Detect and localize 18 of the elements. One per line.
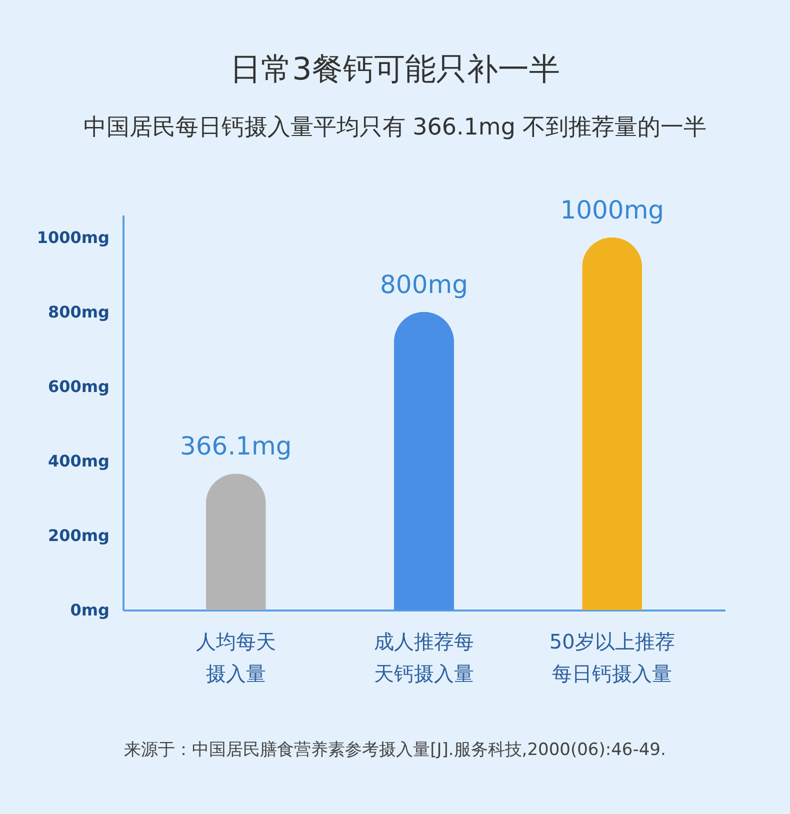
y-tick-label: 200mg <box>48 526 110 545</box>
bar <box>206 474 266 610</box>
y-tick-label: 1000mg <box>36 228 110 247</box>
y-tick-label: 800mg <box>48 302 110 322</box>
data-label: 366.1mg <box>180 432 292 461</box>
y-tick-label: 600mg <box>48 376 110 396</box>
x-tick-label: 人均每天摄入量 <box>196 630 276 686</box>
y-tick-label: 400mg <box>48 451 110 470</box>
x-tick-label: 成人推荐每天钙摄入量 <box>374 630 474 686</box>
data-label: 1000mg <box>560 195 664 224</box>
text: 来源于：中国居民膳食营养素参考摄入量[J].服务科技,2000(06):46-49. <box>124 740 666 760</box>
chart-title: 日常3餐钙可能只补一半 <box>230 51 560 88</box>
x-tick-label: 50岁以上推荐每日钙摄入量 <box>549 630 675 686</box>
y-tick-label: 0mg <box>70 600 110 620</box>
chart-subtitle: 中国居民每日钙摄入量平均只有 366.1mg 不到推荐量的一半 <box>83 114 707 140</box>
data-label: 800mg <box>380 270 468 299</box>
bar <box>394 312 454 610</box>
bar <box>582 237 642 610</box>
